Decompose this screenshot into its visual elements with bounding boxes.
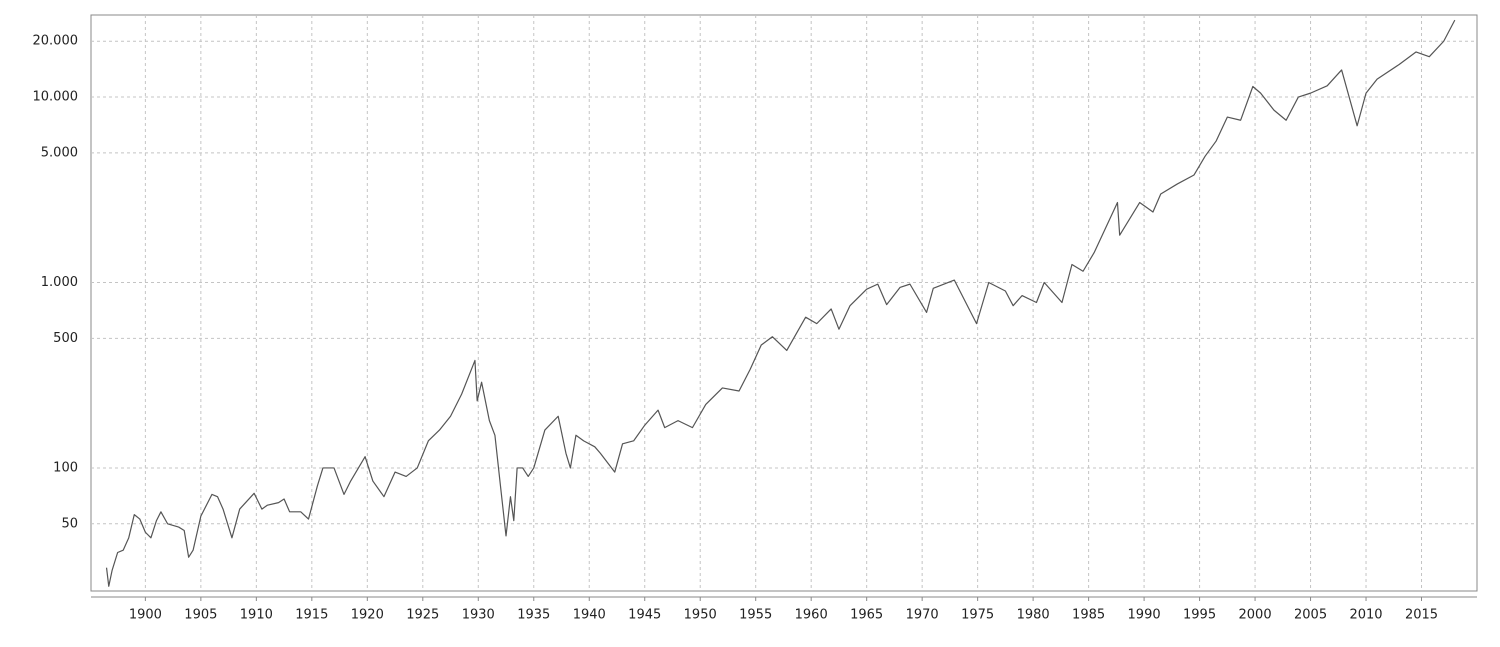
x-tick-label: 1910 — [240, 608, 273, 623]
x-tick-label: 1995 — [1183, 608, 1216, 623]
price-line — [105, 19, 1456, 587]
x-tick-label: 1970 — [906, 608, 939, 623]
plot-frame — [90, 14, 1478, 592]
x-tick-label: 1935 — [517, 608, 550, 623]
x-tick-label: 1900 — [129, 608, 162, 623]
y-tick-label: 1.000 — [41, 275, 78, 290]
x-tick-label: 1925 — [406, 608, 439, 623]
x-tick-label: 1965 — [850, 608, 883, 623]
x-tick-label: 1990 — [1128, 608, 1161, 623]
y-tick-label: 50 — [61, 516, 78, 531]
x-tick-label: 2015 — [1405, 608, 1438, 623]
x-tick-label: 1905 — [184, 608, 217, 623]
x-tick-label: 1945 — [628, 608, 661, 623]
y-tick-label: 5.000 — [41, 145, 78, 160]
x-tick-label: 1930 — [462, 608, 495, 623]
x-tick-label: 1920 — [351, 608, 384, 623]
x-tick-label: 1975 — [961, 608, 994, 623]
x-tick-label: 2000 — [1239, 608, 1272, 623]
y-tick-label: 500 — [53, 331, 78, 346]
x-tick-label: 1915 — [295, 608, 328, 623]
x-tick-label: 2010 — [1349, 608, 1382, 623]
x-tick-label: 1955 — [739, 608, 772, 623]
y-tick-label: 100 — [53, 460, 78, 475]
x-tick-label: 1980 — [1017, 608, 1050, 623]
y-tick-label: 20.000 — [33, 34, 79, 49]
x-tick-label: 1960 — [795, 608, 828, 623]
x-tick-label: 1950 — [684, 608, 717, 623]
x-tick-label: 1940 — [573, 608, 606, 623]
y-tick-label: 10.000 — [33, 90, 79, 105]
x-tick-label: 2005 — [1294, 608, 1327, 623]
x-tick-label: 1985 — [1072, 608, 1105, 623]
